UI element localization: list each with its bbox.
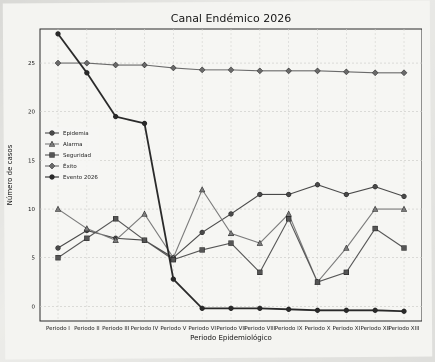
- data-point-seguridad: [84, 235, 90, 241]
- data-point-alarma: [198, 186, 206, 193]
- data-point-xito: [141, 61, 148, 69]
- legend-label-epidemia: Epidemia: [63, 131, 89, 137]
- data-point-alarma: [83, 224, 91, 232]
- x-tick-label: Periodo II: [74, 326, 100, 332]
- data-point-xito: [314, 67, 321, 75]
- data-point-evento-2026: [314, 307, 321, 313]
- y-axis-ticks: 0 5 10 15 20 25: [28, 61, 36, 310]
- data-point-xito: [169, 64, 177, 72]
- data-point-seguridad: [257, 269, 263, 275]
- data-point-seguridad: [228, 240, 234, 246]
- data-point-alarma: [256, 239, 264, 246]
- data-point-evento-2026: [55, 31, 61, 37]
- data-point-seguridad: [55, 255, 61, 261]
- data-point-seguridad: [286, 216, 292, 222]
- data-point-epidemia: [372, 184, 378, 190]
- y-tick-label: 10: [28, 207, 35, 213]
- data-point-seguridad: [199, 247, 205, 253]
- legend-marker-evento-2026: [49, 174, 55, 180]
- series-evento-2026: [55, 31, 407, 314]
- legend-label-xito: Éxito: [63, 162, 77, 170]
- x-tick-label: Periodo IV: [131, 326, 159, 332]
- data-point-evento-2026: [170, 276, 176, 282]
- data-point-evento-2026: [401, 308, 407, 314]
- x-axis-label: Periodo Epidemiológico: [190, 334, 272, 342]
- series-layer: [54, 31, 408, 314]
- data-point-evento-2026: [228, 305, 234, 311]
- data-point-epidemia: [228, 211, 234, 217]
- y-tick-label: 15: [28, 158, 35, 164]
- data-point-evento-2026: [141, 120, 148, 127]
- data-point-seguridad: [170, 257, 176, 263]
- x-tick-label: Periodo VI: [188, 326, 216, 332]
- y-tick-label: 20: [28, 110, 35, 116]
- legend-marker-epidemia: [49, 130, 55, 136]
- data-point-xito: [285, 67, 293, 75]
- series-xito: [54, 59, 408, 77]
- data-point-alarma: [112, 236, 119, 243]
- data-point-evento-2026: [286, 306, 292, 312]
- data-point-xito: [83, 59, 91, 67]
- y-tick-label: 5: [32, 256, 36, 262]
- data-point-alarma: [227, 229, 235, 237]
- data-point-epidemia: [55, 245, 61, 251]
- x-tick-label: Periodo X: [304, 326, 330, 332]
- data-point-evento-2026: [257, 305, 263, 311]
- data-point-xito: [112, 61, 120, 69]
- data-point-alarma: [54, 205, 62, 212]
- data-point-seguridad: [314, 279, 321, 285]
- data-point-evento-2026: [372, 307, 378, 313]
- data-point-seguridad: [113, 216, 119, 222]
- x-tick-label: Periodo VIII: [244, 326, 275, 332]
- x-tick-label: Periodo XIII: [389, 326, 420, 332]
- data-point-xito: [256, 67, 264, 75]
- chart-title: Canal Endémico 2026: [171, 12, 291, 25]
- data-point-evento-2026: [113, 113, 119, 120]
- data-point-epidemia: [286, 191, 292, 198]
- data-point-seguridad: [141, 237, 148, 243]
- data-point-epidemia: [257, 191, 263, 198]
- x-tick-label: Periodo XII: [361, 326, 391, 332]
- legend-label-seguridad: Seguridad: [63, 153, 91, 159]
- data-point-xito: [54, 59, 62, 67]
- data-point-alarma: [371, 205, 379, 212]
- legend-marker-alarma: [48, 140, 56, 147]
- data-point-epidemia: [314, 182, 321, 188]
- data-point-evento-2026: [343, 307, 349, 313]
- data-point-evento-2026: [84, 70, 90, 76]
- legend-marker-seguridad: [49, 152, 55, 158]
- x-tick-label: Periodo IX: [275, 326, 303, 332]
- legend-marker-xito: [48, 162, 56, 170]
- y-tick-label: 25: [28, 61, 35, 67]
- x-tick-label: Periodo V: [160, 326, 186, 332]
- data-point-xito: [400, 69, 408, 77]
- x-tick-label: Periodo III: [102, 326, 130, 332]
- data-point-xito: [198, 66, 206, 74]
- data-point-seguridad: [372, 225, 378, 232]
- data-point-alarma: [343, 244, 350, 251]
- x-tick-label: Periodo I: [46, 326, 70, 332]
- data-point-xito: [371, 69, 379, 77]
- data-point-evento-2026: [199, 305, 205, 311]
- data-point-seguridad: [343, 269, 349, 275]
- series-seguridad: [55, 216, 407, 285]
- data-point-xito: [227, 66, 235, 74]
- x-tick-label: Periodo XI: [333, 326, 361, 332]
- legend: Epidemia Alarma Seguridad Éxito Evento 2026: [43, 127, 99, 185]
- data-point-epidemia: [199, 229, 205, 236]
- y-axis-label: Número de casos: [6, 144, 14, 205]
- data-point-xito: [342, 68, 350, 76]
- x-tick-label: Periodo VII: [216, 326, 246, 332]
- data-point-seguridad: [401, 245, 407, 251]
- legend-label-alarma: Alarma: [63, 142, 83, 148]
- legend-label-evento-2026: Evento 2026: [63, 175, 98, 181]
- data-point-epidemia: [343, 191, 349, 198]
- x-axis-ticks: Periodo I Periodo II Periodo III Periodo IV…: [46, 326, 420, 332]
- data-point-alarma: [141, 210, 148, 217]
- y-tick-label: 0: [32, 304, 36, 310]
- data-point-epidemia: [401, 193, 407, 200]
- data-point-alarma: [400, 205, 408, 212]
